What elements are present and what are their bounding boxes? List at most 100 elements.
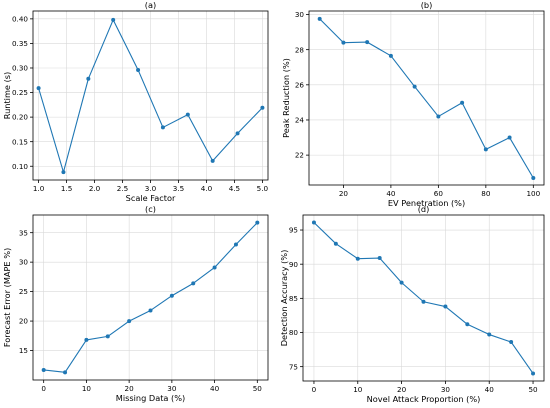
data-point [365,40,370,45]
data-point [191,281,196,286]
y-tick-label: 0.25 [12,88,28,97]
data-point [460,100,465,105]
data-point [235,131,240,136]
y-axis-label: Runtime (s) [2,72,12,119]
x-axis-label: Novel Attack Proportion (%) [367,394,481,404]
x-axis-label: EV Penetration (%) [388,198,465,208]
data-point [531,175,536,180]
data-point [341,40,346,45]
x-tick-label: 0 [312,385,317,394]
x-tick-label: 2.5 [117,184,128,193]
data-point [148,308,153,313]
y-tick-label: 26 [295,80,305,89]
y-tick-label: 0.35 [12,39,28,48]
data-point [487,332,492,337]
data-point [260,105,265,110]
data-point [36,86,41,91]
x-tick-label: 80 [481,189,491,198]
data-point [443,304,448,309]
panel-title: (c) [145,204,156,214]
y-tick-label: 90 [289,260,299,269]
x-tick-label: 1.0 [33,184,45,193]
data-point [509,340,514,345]
data-point [377,256,382,261]
y-tick-label: 35 [19,228,28,237]
data-point [311,220,316,225]
data-point [399,280,404,285]
plot-frame [308,10,545,186]
y-tick-label: 20 [19,317,29,326]
data-point [421,299,426,304]
series-line [43,222,258,373]
x-tick-label: 4.5 [229,184,240,193]
y-tick-label: 30 [19,258,29,267]
data-point [355,256,360,261]
x-tick-label: 20 [125,384,135,393]
x-tick-label: 50 [253,384,263,393]
y-tick-label: 25 [19,287,28,296]
panel-c: 0 10 20 30 40 50 15 20 25 30 35 (c) Missing Data (%)… [2,204,269,403]
data-point [233,242,238,247]
y-tick-label: 0.15 [12,137,28,146]
y-tick-label: 0.10 [12,162,28,171]
x-tick-label: 100 [526,189,540,198]
series-line [38,19,263,173]
y-tick-label: 95 [289,226,298,235]
y-tick-label: 15 [19,346,28,355]
y-tick-label: 0.40 [12,14,28,23]
panel-title: (b) [421,0,433,10]
panel-b: 20 40 60 80 100 22 24 26 28 30 (b) EV Penetration (… [281,0,545,208]
x-tick-label: 1.5 [61,184,72,193]
x-tick-label: 0 [41,384,46,393]
data-point [111,17,116,22]
x-axis-label: Missing Data (%) [116,393,185,403]
y-tick-label: 80 [289,328,299,337]
data-point [255,220,260,225]
x-tick-label: 3.0 [145,184,157,193]
data-point [531,371,536,376]
data-point [212,265,217,270]
plot-frame [302,214,545,382]
x-tick-label: 5.0 [257,184,269,193]
x-tick-label: 3.5 [173,184,184,193]
x-axis-label: Scale Factor [126,193,176,203]
data-point [317,16,322,21]
data-point [465,322,470,327]
y-tick-label: 28 [295,45,305,54]
x-tick-label: 40 [386,189,396,198]
x-tick-label: 2.0 [89,184,101,193]
y-tick-label: 75 [289,362,298,371]
x-tick-label: 30 [167,384,177,393]
x-tick-label: 60 [434,189,444,198]
x-tick-label: 10 [353,385,363,394]
data-point [169,293,174,298]
data-point [63,370,68,375]
y-tick-label: 22 [295,151,304,160]
data-point [436,114,441,119]
series-line [313,222,534,374]
data-point [507,135,512,140]
y-tick-label: 0.20 [12,113,28,122]
y-tick-label: 24 [295,116,305,125]
y-axis-label: Forecast Error (MAPE %) [2,248,12,347]
data-point [333,241,338,246]
panel-title: (a) [145,0,156,10]
y-tick-label: 0.30 [12,64,28,73]
x-tick-label: 20 [339,189,349,198]
y-tick-label: 30 [295,10,305,19]
data-point [483,147,488,152]
panel-d: 0 10 20 30 40 50 75 80 85 90 95 (d) Novel Attack Pro… [279,204,545,404]
y-axis-label: Peak Reduction (%) [281,58,291,138]
data-point [61,170,66,175]
x-tick-label: 40 [210,384,220,393]
y-tick-label: 85 [289,294,298,303]
data-point [160,125,165,130]
panel-a: 1.0 1.5 2.0 2.5 3.0 3.5 4.0 4.5 5.0 0.10 0.15 0.20 0… [2,0,269,203]
data-point [412,84,417,89]
data-point [86,76,91,81]
data-point [136,67,141,72]
x-tick-label: 50 [528,385,538,394]
series-line [319,18,534,179]
y-axis-label: Detection Accuracy (%) [279,250,289,347]
data-point [210,158,215,163]
